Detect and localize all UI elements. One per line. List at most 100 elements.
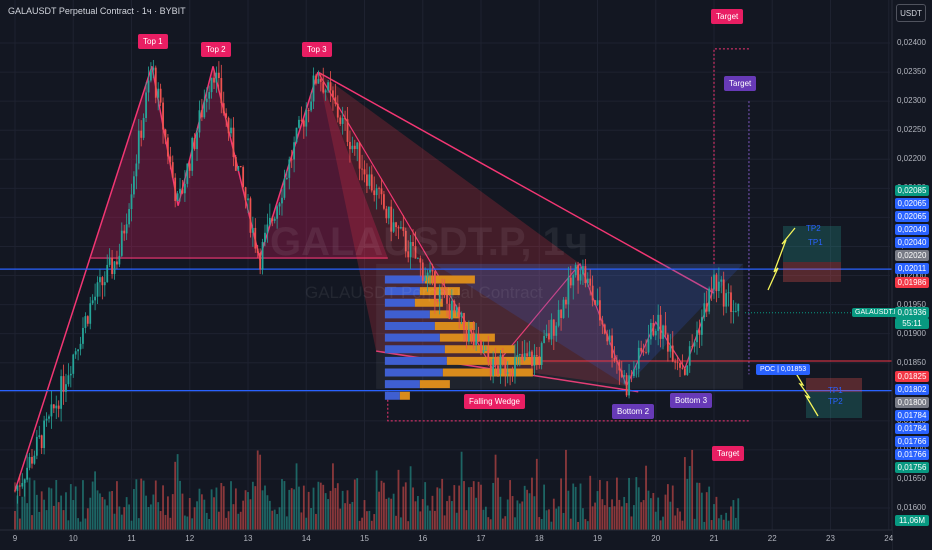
volume-bar xyxy=(429,510,431,530)
volume-bar xyxy=(669,501,672,530)
volume-bar xyxy=(135,479,138,530)
candle-body xyxy=(669,345,672,352)
volume-bar xyxy=(62,510,65,530)
candle-body xyxy=(191,137,194,171)
candle-body xyxy=(616,360,618,362)
volume-bar xyxy=(174,461,177,530)
symbol-label: GALAUSDT.P xyxy=(852,308,902,317)
volume-bar xyxy=(545,510,548,530)
candle-body xyxy=(159,88,162,103)
candle-body xyxy=(424,277,427,281)
volume-bar xyxy=(540,519,543,530)
candle-body xyxy=(414,245,417,259)
volume-bar xyxy=(633,505,635,530)
x-tick-label: 23 xyxy=(826,534,835,543)
volume-bar xyxy=(288,489,291,530)
candle-body xyxy=(489,361,492,376)
candle-body xyxy=(220,78,223,104)
volume-bar xyxy=(705,492,708,530)
tp-long-zone xyxy=(783,226,841,262)
volume-bar xyxy=(356,478,359,530)
candle-body xyxy=(635,368,638,370)
volume-bar xyxy=(645,465,647,530)
candle-body xyxy=(708,288,711,312)
candle-body xyxy=(186,163,189,184)
candle-body xyxy=(676,362,679,364)
candle-body xyxy=(666,334,669,352)
volume-bar xyxy=(353,479,356,530)
target-projection-zone xyxy=(434,263,744,386)
volume-bar xyxy=(725,512,728,530)
candle-body xyxy=(409,242,412,258)
candle-body xyxy=(589,278,592,286)
volume-bar xyxy=(200,494,203,530)
x-tick-label: 12 xyxy=(185,534,195,543)
volume-bar xyxy=(171,494,174,530)
volume-bar xyxy=(264,485,266,530)
volume-bar xyxy=(281,479,283,530)
x-tick-label: 21 xyxy=(709,534,719,543)
candle-body xyxy=(113,261,116,275)
x-tick-label: 15 xyxy=(360,534,369,543)
candle-body xyxy=(436,300,439,302)
volume-bar xyxy=(332,463,334,530)
candle-body xyxy=(193,137,196,150)
candle-body xyxy=(533,355,536,367)
candle-body xyxy=(540,343,543,365)
volume-bar xyxy=(630,516,633,530)
candle-body xyxy=(230,127,232,134)
candle-body xyxy=(499,354,502,374)
candle-body xyxy=(671,345,674,362)
vp-bar-sell xyxy=(442,368,533,377)
volume-bar xyxy=(567,490,570,530)
candle-body xyxy=(332,90,334,98)
y-tick-label: 0,01600 xyxy=(897,503,926,512)
candle-body xyxy=(487,350,490,362)
x-tick-label: 19 xyxy=(593,534,602,543)
volume-bar xyxy=(533,496,536,530)
volume-bar xyxy=(450,501,453,530)
volume-bar xyxy=(23,478,26,530)
x-tick-label: 9 xyxy=(12,534,18,543)
candle-body xyxy=(14,490,16,492)
candle-body xyxy=(52,404,55,409)
candle-body xyxy=(254,227,257,249)
volume-bar xyxy=(319,482,322,530)
volume-bar xyxy=(351,501,354,530)
candle-body xyxy=(453,300,456,313)
candle-body xyxy=(613,357,616,361)
candle-body xyxy=(375,188,378,196)
candle-body xyxy=(545,333,548,337)
volume-bar xyxy=(521,501,524,530)
volume-bar xyxy=(123,507,126,530)
currency-button[interactable]: USDT xyxy=(896,4,926,22)
candle-body xyxy=(446,295,448,304)
volume-bar xyxy=(111,491,113,530)
volume-bar xyxy=(38,511,41,530)
candle-body xyxy=(654,330,657,336)
candle-body xyxy=(458,306,461,318)
tp-short-zone xyxy=(806,392,862,418)
candle-body xyxy=(373,190,376,196)
volume-bar xyxy=(302,485,305,530)
candle-body xyxy=(640,347,643,352)
volume-bar xyxy=(472,481,475,530)
volume-bar xyxy=(620,506,623,530)
volume-bar xyxy=(509,480,512,530)
volume-bar xyxy=(366,511,368,530)
volume-bar xyxy=(244,490,247,530)
candle-body xyxy=(730,292,732,313)
volume-bar xyxy=(400,517,402,530)
volume-bar xyxy=(315,513,317,530)
candle-body xyxy=(118,255,121,265)
volume-bar xyxy=(402,486,405,530)
volume-bar xyxy=(196,501,198,530)
volume-bar xyxy=(256,450,259,530)
time-axis-bg xyxy=(0,530,892,550)
candle-body xyxy=(421,262,424,281)
candle-body xyxy=(40,435,43,449)
volume-bar xyxy=(720,514,723,530)
price-label-0.02040a: 0,02040 xyxy=(895,224,929,235)
candle-body xyxy=(710,288,713,290)
